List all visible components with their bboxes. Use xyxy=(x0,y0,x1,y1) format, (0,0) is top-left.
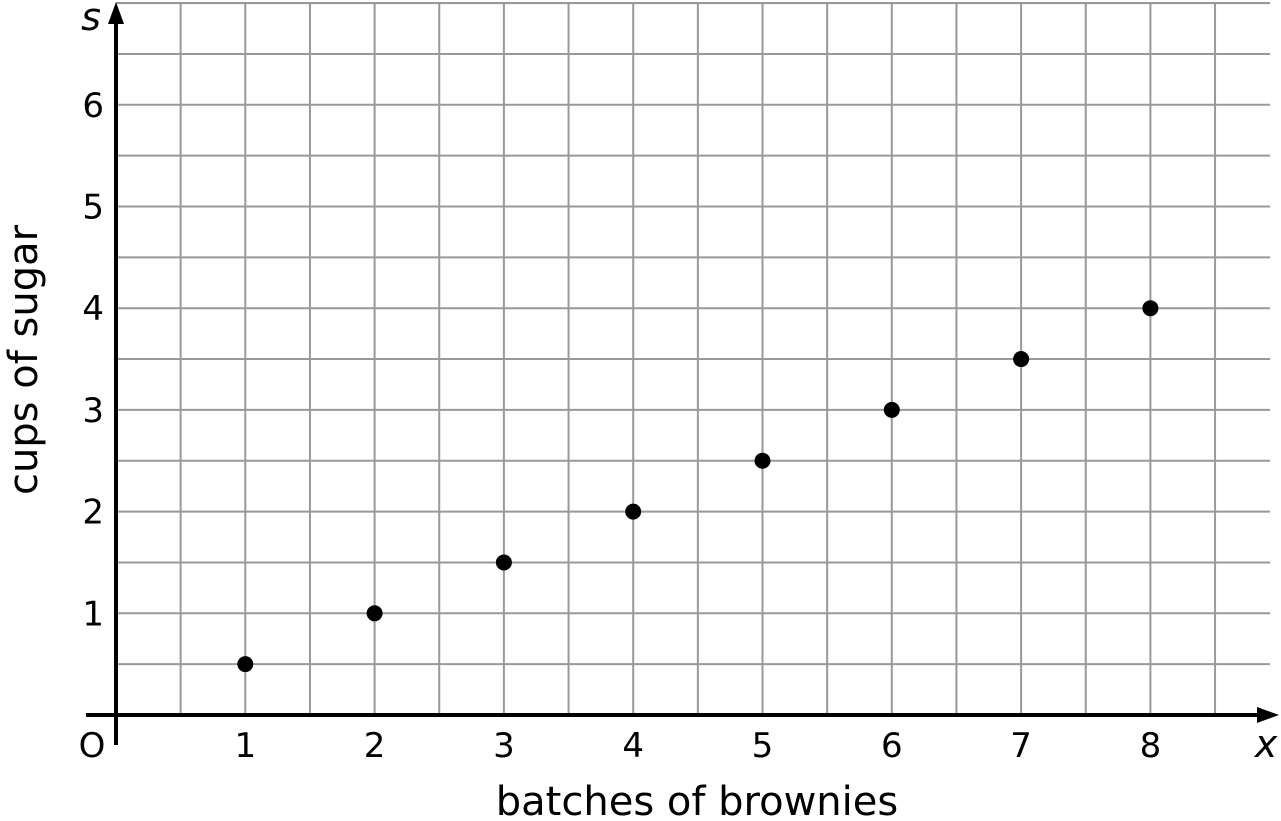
data-point xyxy=(1142,300,1159,317)
data-point xyxy=(625,503,642,520)
x-tick-label: 2 xyxy=(364,726,386,766)
x-variable-label: x xyxy=(1254,722,1278,766)
origin-label: O xyxy=(79,726,106,766)
x-tick-label: 3 xyxy=(493,726,515,766)
x-tick-labels: 1 2 3 4 5 6 7 8 xyxy=(234,726,1161,766)
grid xyxy=(116,2,1270,715)
x-tick-label: 6 xyxy=(881,726,903,766)
x-tick-label: 1 xyxy=(234,726,256,766)
data-point xyxy=(883,401,900,418)
data-point xyxy=(1013,351,1030,368)
data-point xyxy=(754,452,771,469)
y-tick-label: 6 xyxy=(82,86,104,126)
y-tick-label: 2 xyxy=(82,493,104,533)
data-point xyxy=(366,605,383,622)
data-points xyxy=(237,300,1159,673)
x-tick-label: 4 xyxy=(622,726,644,766)
x-axis-title: batches of brownies xyxy=(496,779,898,821)
y-axis-arrow xyxy=(108,2,124,24)
y-tick-label: 3 xyxy=(82,391,104,431)
x-axis-arrow xyxy=(1257,707,1279,723)
x-tick-label: 5 xyxy=(752,726,774,766)
y-tick-label: 5 xyxy=(82,188,104,228)
y-tick-labels: 1 2 3 4 5 6 xyxy=(82,86,104,634)
y-tick-label: 1 xyxy=(82,594,104,634)
y-axis-title: cups of sugar xyxy=(1,224,47,495)
axes xyxy=(86,2,1279,745)
y-variable-label: s xyxy=(81,0,101,39)
x-tick-label: 7 xyxy=(1010,726,1032,766)
x-tick-label: 8 xyxy=(1140,726,1162,766)
y-tick-label: 4 xyxy=(82,289,104,329)
data-point xyxy=(237,656,254,673)
data-point xyxy=(495,554,512,571)
